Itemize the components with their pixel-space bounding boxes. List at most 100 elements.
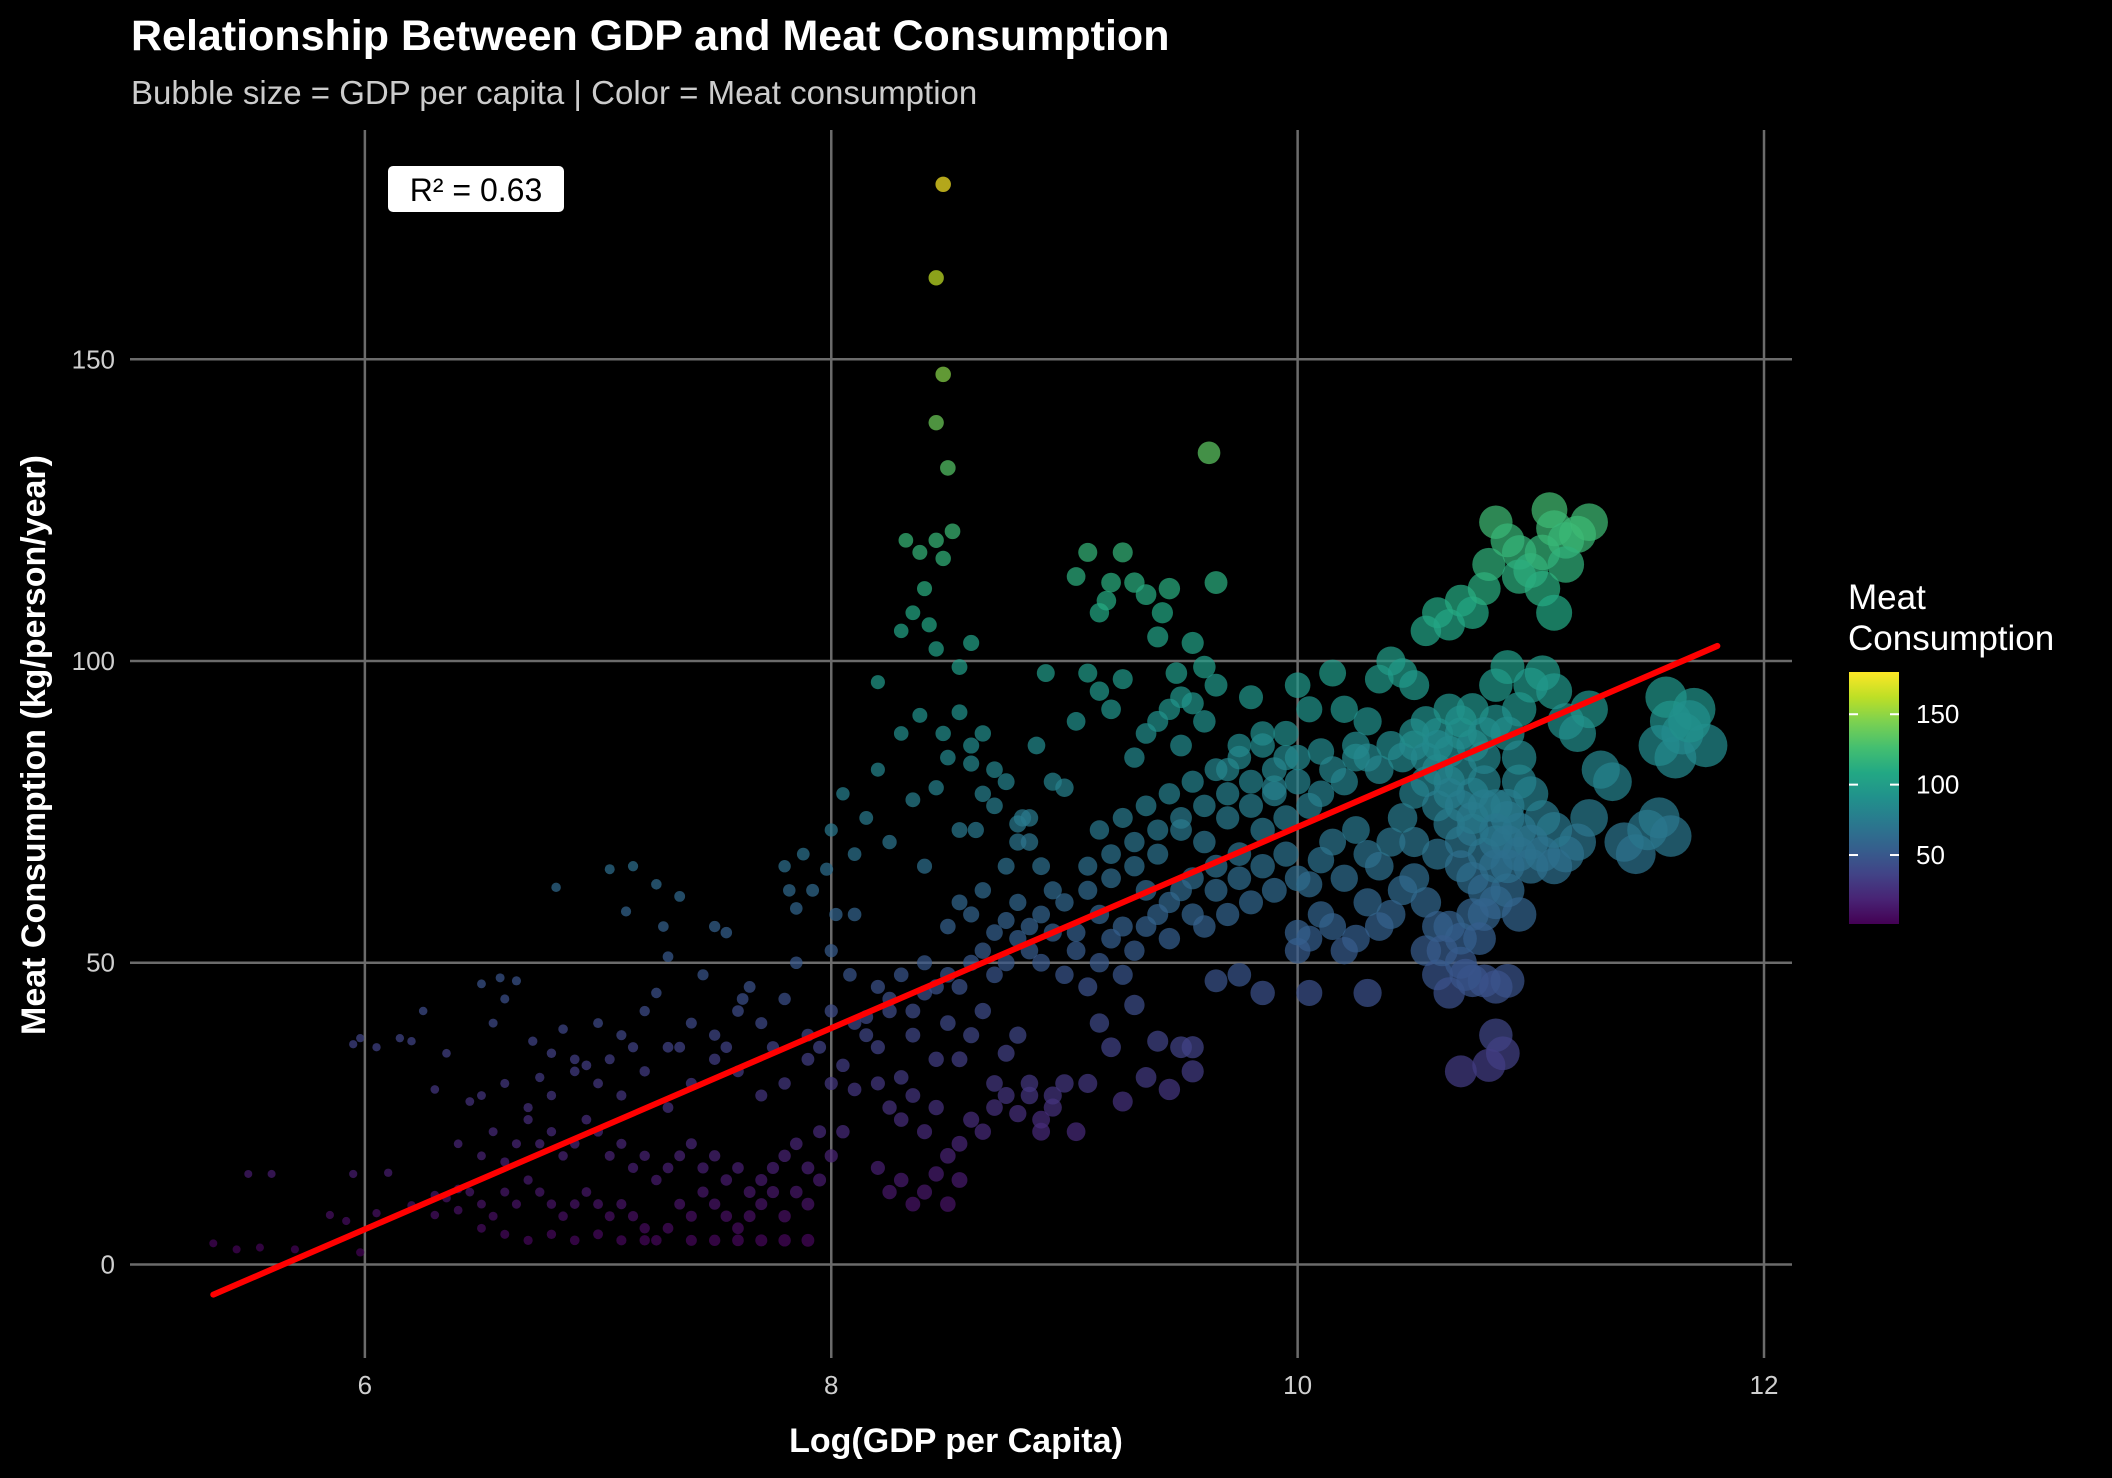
data-point	[1204, 878, 1228, 902]
data-point	[1273, 720, 1299, 747]
data-point	[662, 1041, 674, 1053]
data-point	[720, 926, 733, 939]
data-point	[558, 1211, 568, 1221]
data-point	[708, 1150, 721, 1162]
data-point	[1151, 602, 1173, 624]
data-point	[951, 1172, 968, 1188]
data-point	[604, 1150, 615, 1161]
data-point	[766, 1161, 780, 1175]
data-point	[685, 1234, 697, 1246]
data-point	[1342, 816, 1370, 844]
data-point	[824, 823, 838, 837]
data-point	[1147, 1030, 1169, 1052]
data-point	[1353, 707, 1382, 736]
data-point	[639, 1223, 650, 1234]
legend-colorbar	[1849, 672, 1899, 924]
data-point	[755, 1017, 768, 1030]
data-point	[928, 641, 944, 657]
data-point	[1490, 963, 1525, 998]
data-point	[685, 1210, 697, 1222]
data-point	[662, 1162, 674, 1174]
data-point	[267, 1169, 276, 1178]
data-point	[789, 1185, 803, 1199]
data-point	[1181, 1036, 1204, 1059]
data-point	[1112, 669, 1133, 690]
data-point	[697, 1186, 709, 1198]
data-point	[986, 797, 1003, 815]
legend-tick-label: 50	[1916, 840, 1945, 870]
data-point	[1649, 815, 1692, 857]
data-points	[209, 176, 1728, 1257]
data-point	[732, 1222, 744, 1235]
data-point	[1410, 887, 1442, 918]
data-point	[893, 1172, 909, 1188]
data-point	[755, 1089, 768, 1102]
data-point	[829, 907, 843, 922]
data-point	[743, 980, 756, 993]
data-point	[1204, 673, 1228, 697]
data-point	[500, 1229, 510, 1239]
data-point	[1101, 699, 1121, 720]
data-point	[824, 944, 838, 958]
data-point	[1078, 663, 1098, 683]
data-point	[1055, 965, 1074, 985]
data-point	[1353, 888, 1382, 917]
data-point	[627, 1162, 639, 1174]
data-point	[974, 785, 992, 802]
data-point	[951, 894, 968, 911]
data-point	[963, 1027, 980, 1044]
data-point	[569, 1235, 580, 1246]
data-point	[477, 1151, 486, 1161]
data-point	[616, 1199, 627, 1210]
data-point	[685, 1017, 697, 1029]
data-point	[1273, 841, 1299, 867]
data-point	[870, 675, 885, 690]
data-point	[1668, 700, 1711, 743]
data-point	[974, 942, 992, 959]
data-point	[1501, 897, 1537, 932]
data-point	[893, 1112, 909, 1127]
data-point	[662, 1102, 674, 1113]
data-point	[620, 906, 632, 917]
axes: 6 8 10 12 0 50 100 150 Log(GDP per Capita) Meat C…	[15, 344, 1778, 1460]
data-point	[349, 1040, 358, 1049]
data-point	[1101, 1037, 1121, 1058]
data-point	[546, 1126, 557, 1137]
x-tick-label: 10	[1283, 1370, 1312, 1400]
data-point	[755, 1173, 768, 1186]
data-point	[935, 725, 951, 742]
data-point	[477, 1223, 486, 1233]
regression-line-group	[210, 642, 1721, 1298]
data-point	[951, 1135, 968, 1152]
data-point	[442, 1048, 451, 1058]
data-point	[870, 1076, 885, 1091]
data-point	[847, 1082, 862, 1097]
data-point	[789, 956, 803, 970]
data-point	[824, 1004, 838, 1018]
data-point	[916, 581, 933, 597]
data-point	[882, 1100, 897, 1115]
data-point	[395, 1033, 405, 1043]
data-point	[1135, 1067, 1157, 1088]
data-point	[651, 879, 662, 890]
data-point	[1066, 567, 1086, 586]
data-point	[870, 1160, 885, 1175]
data-point	[546, 1048, 557, 1058]
data-point	[940, 1015, 956, 1031]
annotation-group: R² = 0.63	[388, 166, 564, 212]
data-point	[963, 737, 980, 754]
data-point	[465, 1187, 475, 1197]
data-point	[1089, 681, 1110, 701]
data-point	[495, 973, 505, 983]
data-point	[806, 883, 820, 897]
data-point	[1547, 546, 1585, 583]
data-point	[951, 822, 968, 838]
data-point	[1055, 778, 1074, 797]
data-point	[593, 1199, 604, 1210]
data-point	[1250, 817, 1275, 843]
data-point	[882, 834, 897, 850]
data-point	[986, 966, 1003, 984]
data-point	[882, 1184, 897, 1200]
data-point	[511, 1199, 522, 1209]
